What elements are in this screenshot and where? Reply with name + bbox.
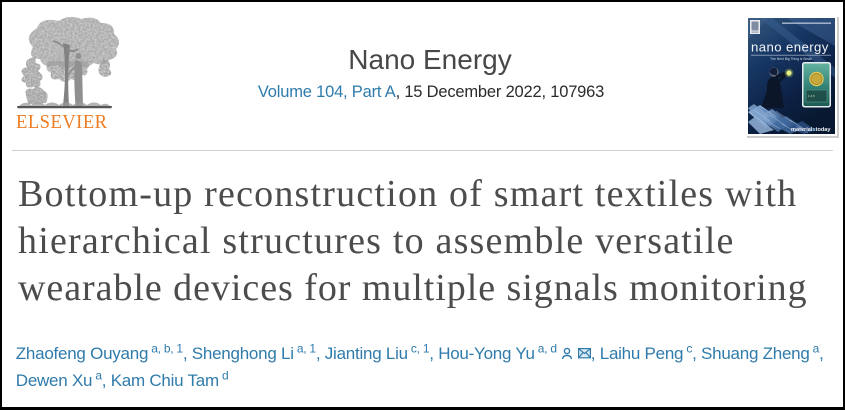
svg-text:nano energy: nano energy <box>751 40 829 55</box>
svg-text:materialstoday: materialstoday <box>791 127 831 133</box>
svg-text:1.3.5: 1.3.5 <box>808 94 815 98</box>
svg-text:The Next Big Thing is Small: The Next Big Thing is Small <box>770 57 812 61</box>
